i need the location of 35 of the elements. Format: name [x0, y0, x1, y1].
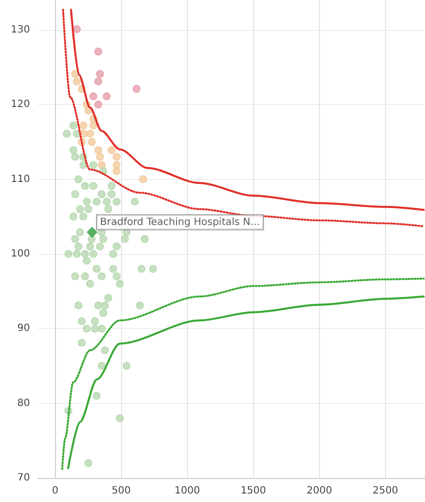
annotation: Bradford Teaching Hospitals N...: [100, 216, 260, 228]
point: [112, 152, 121, 161]
x-tick-label: 1000: [174, 486, 200, 496]
point: [94, 48, 102, 56]
point: [94, 100, 102, 109]
point: [112, 167, 121, 176]
y-tick-label: 130: [10, 24, 30, 36]
point: [86, 130, 94, 138]
x-tick-label: 2000: [306, 486, 332, 496]
point: [89, 121, 98, 130]
y-tick-label: 110: [10, 174, 30, 185]
point: [94, 77, 102, 86]
point: [96, 152, 104, 161]
x-tick-label: 2500: [372, 486, 398, 496]
y-tick-label: 70: [17, 472, 30, 484]
point: [86, 226, 98, 238]
point: [139, 175, 148, 184]
point: [72, 25, 81, 34]
point: [89, 92, 98, 100]
point: [96, 70, 104, 78]
y-tick-label: 90: [17, 323, 30, 334]
y-tick-label: 80: [17, 398, 30, 409]
x-tick-label: 0: [52, 486, 58, 496]
x-tick-label: 500: [112, 486, 131, 496]
point: [88, 138, 96, 146]
y-tick-label: 120: [10, 99, 30, 110]
point: [94, 146, 102, 154]
x-tick-label: 1500: [240, 486, 266, 496]
point: [102, 92, 111, 100]
y-tick-label: 100: [10, 248, 30, 260]
point: [108, 146, 116, 154]
point: [72, 77, 81, 86]
point: [132, 84, 141, 93]
point: [71, 70, 80, 78]
point: [79, 121, 88, 130]
